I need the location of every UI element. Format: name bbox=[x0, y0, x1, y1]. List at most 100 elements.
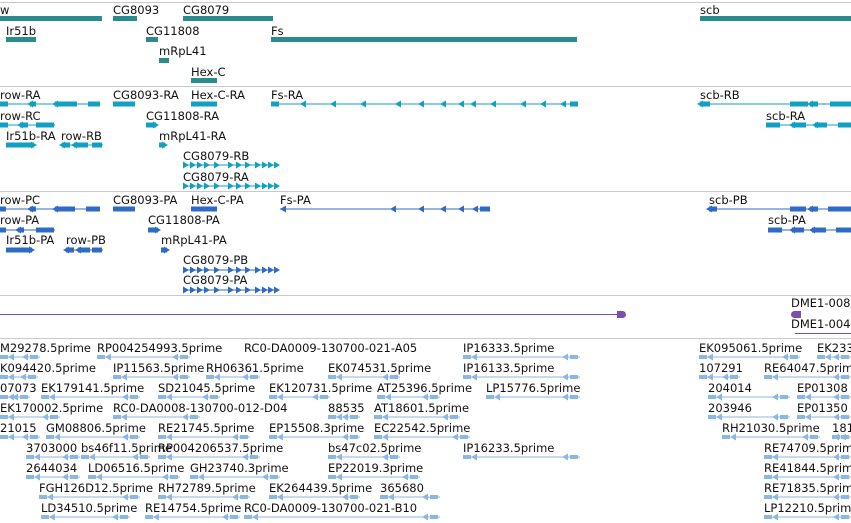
gene-feature[interactable] bbox=[6, 37, 36, 42]
est-label[interactable]: IP16333.5prime bbox=[463, 341, 555, 355]
transcript-label[interactable]: CG8079-RA bbox=[183, 170, 249, 184]
chromosome-segment[interactable] bbox=[0, 314, 620, 315]
transcript-label[interactable]: Hex-C-RA bbox=[191, 88, 246, 102]
est-label[interactable]: IP16133.5prime bbox=[463, 361, 555, 375]
protein-label[interactable]: Ir51b-PA bbox=[6, 233, 55, 247]
transcript-label[interactable]: row-RA bbox=[0, 88, 41, 102]
est-label[interactable]: FGH126D12.5prime bbox=[39, 481, 154, 495]
transcript-label[interactable]: CG8093-RA bbox=[113, 88, 179, 102]
est-label[interactable]: RC0-DA0009-130700-021-A05 bbox=[244, 341, 418, 355]
est-label[interactable]: AT18601.5prime bbox=[374, 401, 470, 415]
transcript-label[interactable]: Ir51b-RA bbox=[6, 129, 56, 143]
gene-feature[interactable] bbox=[146, 37, 158, 42]
chromosome-label[interactable]: DME1-008 bbox=[791, 296, 851, 310]
protein-label[interactable]: CG8079-PB bbox=[183, 253, 249, 267]
est-label[interactable]: EP15508.3prime bbox=[269, 421, 365, 435]
est-label[interactable]: GM08806.5prime bbox=[46, 421, 146, 435]
est-label[interactable]: LD06516.5prime bbox=[88, 461, 185, 475]
protein-label[interactable]: row-PA bbox=[0, 213, 40, 227]
est-label[interactable]: RH06361.5prime bbox=[206, 361, 304, 375]
est-label[interactable]: EK264439.5prime bbox=[269, 481, 373, 495]
gene-feature[interactable] bbox=[271, 37, 577, 42]
est-label[interactable]: EK170002.5prime bbox=[0, 401, 104, 415]
est-label[interactable]: IP11563.5prime bbox=[113, 361, 205, 375]
protein-label[interactable]: Hex-C-PA bbox=[191, 193, 244, 207]
gene-label[interactable]: CG11808 bbox=[146, 24, 200, 38]
est-label[interactable]: 21015 bbox=[0, 421, 37, 435]
transcript-label[interactable]: CG11808-RA bbox=[146, 109, 220, 123]
est-label[interactable]: K094420.5prime bbox=[0, 361, 96, 375]
est-label[interactable]: 365680 bbox=[380, 481, 424, 495]
est-label[interactable]: LP15776.5prime bbox=[486, 381, 581, 395]
est-label[interactable]: 204014 bbox=[708, 381, 752, 395]
est-label[interactable]: AT25396.5prime bbox=[377, 381, 473, 395]
est-label[interactable]: 3703000 bbox=[26, 441, 78, 455]
gene-label[interactable]: Fs bbox=[271, 24, 284, 38]
est-label[interactable]: SD21045.5prime bbox=[158, 381, 256, 395]
est-label[interactable]: 203946 bbox=[708, 401, 752, 415]
protein-label[interactable]: CG8079-PA bbox=[183, 273, 248, 287]
protein-label[interactable]: scb-PB bbox=[709, 193, 748, 207]
est-label[interactable]: RC0-DA0008-130700-012-D04 bbox=[113, 401, 288, 415]
transcript-label[interactable]: row-RB bbox=[61, 129, 102, 143]
est-label[interactable]: 107291 bbox=[699, 361, 743, 375]
transcript-label[interactable]: row-RC bbox=[0, 109, 41, 123]
est-label[interactable]: EK120731.5prime bbox=[269, 381, 373, 395]
chromosome-segment[interactable] bbox=[791, 311, 801, 318]
est-label[interactable]: EP01350 bbox=[797, 401, 848, 415]
gene-label[interactable]: w bbox=[0, 3, 10, 17]
transcript-label[interactable]: Fs-RA bbox=[271, 88, 304, 102]
protein-label[interactable]: mRpL41-PA bbox=[161, 233, 227, 247]
chromosome-segment-end[interactable] bbox=[617, 311, 626, 318]
protein-label[interactable]: Fs-PA bbox=[280, 193, 311, 207]
gene-feature[interactable] bbox=[0, 16, 102, 21]
chromosome-segment[interactable] bbox=[795, 333, 851, 334]
est-label[interactable]: EC22542.5prime bbox=[374, 421, 471, 435]
gene-label[interactable]: scb bbox=[700, 3, 720, 17]
est-label[interactable]: RE71835.5prime bbox=[764, 481, 851, 495]
gene-feature[interactable] bbox=[113, 16, 137, 21]
est-label[interactable]: RE14754.5prime bbox=[145, 501, 242, 515]
est-label[interactable]: RH72789.5prime bbox=[158, 481, 256, 495]
protein-label[interactable]: row-PB bbox=[66, 233, 106, 247]
chromosome-label[interactable]: DME1-004 bbox=[791, 317, 851, 331]
gene-feature[interactable] bbox=[159, 58, 169, 63]
gene-label[interactable]: Ir51b bbox=[6, 24, 37, 38]
gene-feature[interactable] bbox=[191, 78, 217, 83]
est-label[interactable]: EK095061.5prime bbox=[699, 341, 803, 355]
gene-feature[interactable] bbox=[183, 16, 273, 21]
est-label[interactable]: bs47c02.5prime bbox=[328, 441, 422, 455]
protein-label[interactable]: CG11808-PA bbox=[148, 213, 220, 227]
est-label[interactable]: RP004254993.5prime bbox=[97, 341, 223, 355]
est-label[interactable]: 88535 bbox=[328, 401, 365, 415]
est-label[interactable]: EP22019.3prime bbox=[328, 461, 424, 475]
gene-label[interactable]: CG8093 bbox=[113, 3, 160, 17]
est-label[interactable]: LP12210.5prime bbox=[764, 501, 851, 515]
est-label[interactable]: RE41844.5prime bbox=[764, 461, 851, 475]
protein-label[interactable]: row-PC bbox=[0, 193, 41, 207]
transcript-label[interactable]: mRpL41-RA bbox=[159, 129, 227, 143]
est-label[interactable]: RE64047.5prime bbox=[764, 361, 851, 375]
est-label[interactable]: LD34510.5prime bbox=[41, 501, 138, 515]
gene-label[interactable]: CG8079 bbox=[183, 3, 230, 17]
est-label[interactable]: M29278.5prime bbox=[0, 341, 91, 355]
protein-label[interactable]: scb-PA bbox=[768, 213, 806, 227]
est-label[interactable]: EK179141.5prime bbox=[41, 381, 145, 395]
gene-label[interactable]: mRpL41 bbox=[159, 44, 207, 58]
est-label[interactable]: RP004206537.5prime bbox=[158, 441, 284, 455]
est-label[interactable]: 2644034 bbox=[26, 461, 78, 475]
est-label[interactable]: GH23740.3prime bbox=[190, 461, 289, 475]
gene-label[interactable]: Hex-C bbox=[191, 65, 226, 79]
protein-label[interactable]: CG8093-PA bbox=[113, 193, 178, 207]
est-label[interactable]: 07073 bbox=[0, 381, 37, 395]
transcript-label[interactable]: scb-RA bbox=[766, 109, 806, 123]
est-label[interactable]: EP01308 bbox=[797, 381, 848, 395]
est-label[interactable]: 181 bbox=[832, 421, 851, 435]
transcript-label[interactable]: scb-RB bbox=[700, 88, 740, 102]
est-label[interactable]: EK074531.5prime bbox=[328, 361, 432, 375]
gene-feature[interactable] bbox=[700, 16, 851, 21]
est-label[interactable]: RH21030.5prime bbox=[722, 421, 820, 435]
est-label[interactable]: RE74709.5prime bbox=[764, 441, 851, 455]
est-label[interactable]: EK233 bbox=[817, 341, 851, 355]
est-label[interactable]: RE21745.5prime bbox=[158, 421, 255, 435]
